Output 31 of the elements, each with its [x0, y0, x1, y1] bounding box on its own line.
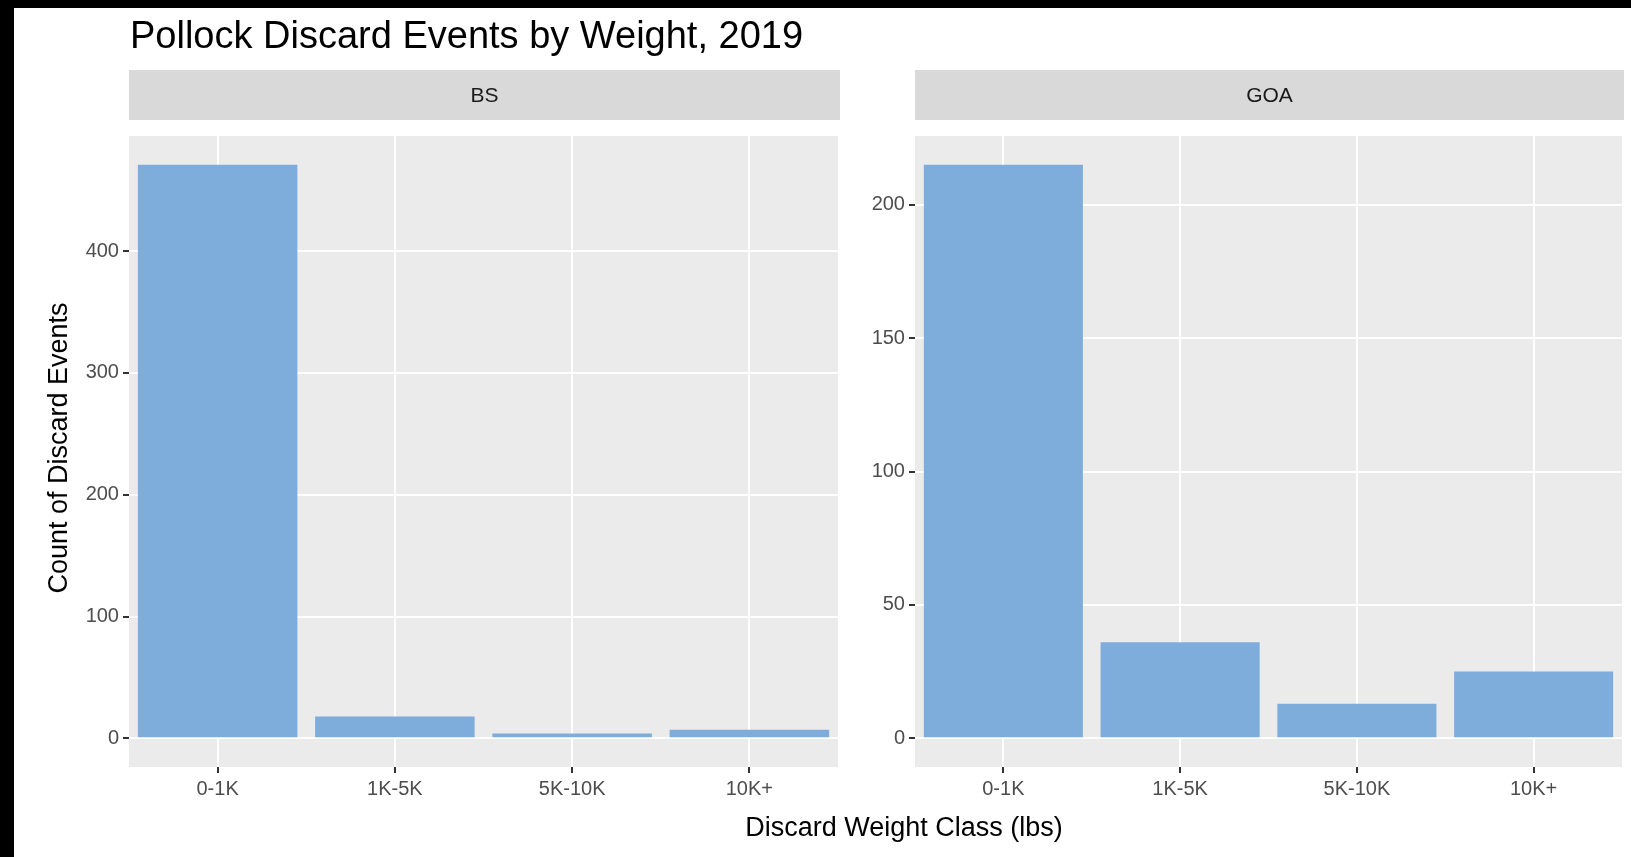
y-tick-label: 200 [871, 192, 905, 215]
x-tick-label: 5K-10K [538, 776, 607, 799]
x-tick-label: 0-1K [982, 776, 1026, 799]
bar [923, 164, 1083, 738]
bar [1277, 703, 1437, 738]
y-tick-label: 200 [85, 482, 119, 505]
chart-subtitle: BS [129, 70, 840, 120]
bar [1100, 642, 1260, 738]
y-tick-label: 50 [882, 592, 905, 615]
bar [1454, 671, 1614, 738]
chart-subtitle: GOA [915, 70, 1624, 120]
bar [315, 716, 475, 738]
y-tick-label: 0 [107, 725, 119, 748]
x-tick-label: 5K-10K [1323, 776, 1391, 799]
y-tick-label: 0 [893, 725, 905, 748]
y-tick-label: 150 [871, 325, 905, 348]
y-tick-label: 100 [85, 604, 119, 627]
y-axis-title: Count of Discard Events [42, 302, 74, 594]
x-axis-title: Discard Weight Class (lbs) [744, 812, 1064, 843]
bar [492, 733, 652, 738]
x-tick-label: 10K+ [1509, 776, 1558, 799]
y-tick-label: 100 [871, 459, 905, 482]
bar [137, 164, 298, 738]
bar [669, 729, 830, 738]
x-tick-label: 1K-5K [1152, 776, 1209, 799]
chart-title: Pollock Discard Events by Weight, 2019 [130, 14, 804, 57]
x-tick-label: 1K-5K [367, 776, 424, 799]
y-tick-label: 300 [85, 360, 119, 383]
y-tick-label: 400 [85, 238, 119, 261]
x-tick-label: 10K+ [725, 776, 774, 799]
x-tick-label: 0-1K [196, 776, 240, 799]
